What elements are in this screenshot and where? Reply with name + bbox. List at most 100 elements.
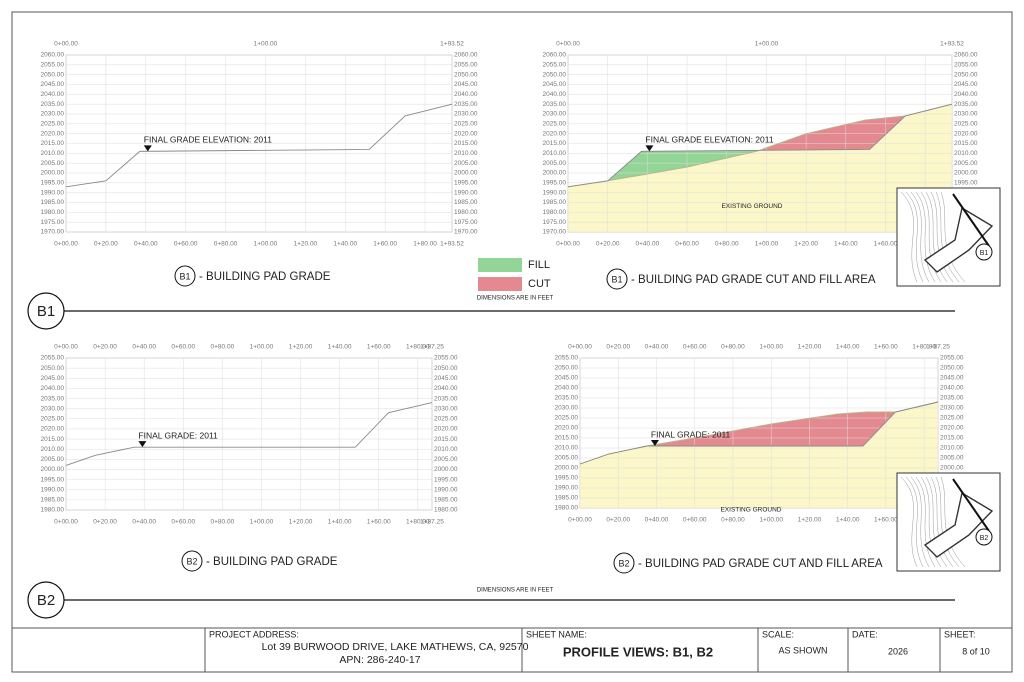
elevation-label: 2055.00 [555, 355, 579, 362]
elevation-label: 2010.00 [41, 150, 65, 157]
elevation-label: 2005.00 [41, 160, 65, 167]
station-label: 1+20.00 [289, 519, 313, 526]
scale: AS SHOWN [778, 645, 827, 655]
elevation-label: 1975.00 [41, 219, 65, 226]
profile-view: 2055.00 2055.00 2050.00 2050.00 2045.00 2045.… [555, 344, 1001, 574]
elevation-label: 2010.00 [454, 150, 478, 157]
caption-section: B2 [618, 558, 629, 568]
key-map [896, 187, 1001, 287]
elevation-label: 1990.00 [41, 189, 65, 196]
caption: - BUILDING PAD GRADE CUT AND FILL AREA [638, 558, 883, 570]
elevation-label: 2000.00 [940, 465, 964, 472]
elevation-label: 2015.00 [940, 435, 964, 442]
elevation-label: 1990.00 [434, 486, 458, 493]
grade-line [65, 103, 453, 188]
elevation-label: 2045.00 [434, 375, 458, 382]
elevation-label: 2050.00 [434, 365, 458, 372]
station-label: 1+80.00 [406, 344, 430, 351]
elevation-label: 2020.00 [454, 130, 478, 137]
scale-heading: SCALE: [762, 629, 794, 639]
elevation-label: 2055.00 [940, 355, 964, 362]
station-label: 1+80.00 [912, 344, 936, 351]
station-label: 1+20.00 [289, 344, 313, 351]
caption-circle [613, 552, 635, 574]
elevation-label: 2005.00 [940, 455, 964, 462]
elevation-label: 2060.00 [954, 52, 978, 59]
legend-label: CUT [528, 278, 551, 290]
station-label: 1+93.52 [940, 41, 964, 48]
station-label: 0+60.00 [683, 344, 707, 351]
station-label: 0+00.00 [556, 41, 580, 48]
elevation-label: 2045.00 [454, 81, 478, 88]
station-label: 1+87.25 [420, 519, 444, 526]
contour [930, 476, 954, 568]
station-label: 1+87.25 [926, 344, 950, 351]
station-label: 0+60.00 [174, 241, 198, 248]
grade-annotation: FINAL GRADE: 2011 [651, 429, 731, 439]
elevation-label: 1985.00 [454, 199, 478, 206]
elevation-label: 2030.00 [940, 405, 964, 412]
station-label: 1+20.00 [798, 344, 822, 351]
elevation-label: 2000.00 [543, 170, 567, 177]
station-label: 0+40.00 [645, 517, 669, 524]
sheet-number: 8 of 10 [962, 646, 990, 656]
elevation-label: 2020.00 [543, 130, 567, 137]
elevation-label: 1980.00 [543, 209, 567, 216]
grade-line [567, 103, 953, 188]
elevation-label: 2030.00 [954, 111, 978, 118]
elevation-label: 1980.00 [41, 507, 65, 514]
grade-marker [645, 145, 654, 152]
elevation-label: 1980.00 [434, 507, 458, 514]
station-label: 0+20.00 [93, 519, 117, 526]
elevation-label: 2040.00 [940, 385, 964, 392]
legend-swatch [478, 277, 522, 291]
elevation-label: 1985.00 [41, 497, 65, 504]
station-label: 0+40.00 [132, 344, 156, 351]
elevation-label: 2000.00 [555, 465, 579, 472]
key-circle [975, 243, 993, 261]
elevation-label: 1995.00 [41, 476, 65, 483]
station-label: 1+60.00 [874, 241, 898, 248]
elevation-label: 2040.00 [555, 385, 579, 392]
elevation-label: 2010.00 [543, 150, 567, 157]
elevation-label: 2055.00 [41, 355, 65, 362]
elevation-label: 2020.00 [940, 425, 964, 432]
station-label: 1+20.00 [798, 517, 822, 524]
station-label: 1+00.00 [755, 41, 779, 48]
elevation-label: 1980.00 [41, 209, 65, 216]
grade-marker [143, 145, 152, 152]
elevation-label: 2045.00 [954, 81, 978, 88]
station-label: 1+00.00 [254, 241, 278, 248]
station-label: 1+40.00 [328, 519, 352, 526]
station-label: 1+00.00 [250, 344, 274, 351]
station-label: 1+40.00 [328, 344, 352, 351]
station-label: 1+60.00 [874, 344, 898, 351]
elevation-label: 2040.00 [434, 385, 458, 392]
elevation-label: 2025.00 [940, 415, 964, 422]
elevation-label: 2060.00 [454, 52, 478, 59]
elevation-label: 2000.00 [41, 170, 65, 177]
elevation-label: 2020.00 [954, 130, 978, 137]
station-label: 0+00.00 [54, 344, 78, 351]
fill-area [568, 104, 952, 187]
elevation-label: 1970.00 [543, 229, 567, 236]
station-label: 1+80.00 [413, 241, 437, 248]
contour [905, 476, 924, 568]
elevation-label: 2045.00 [41, 375, 65, 382]
station-label: 0+60.00 [675, 241, 699, 248]
pad-outline [923, 206, 994, 273]
elevation-label: 2010.00 [940, 445, 964, 452]
contour [905, 191, 924, 283]
station-label: 1+60.00 [874, 517, 898, 524]
elevation-label: 2035.00 [454, 101, 478, 108]
elevation-label: 1985.00 [543, 199, 567, 206]
plot-area [65, 357, 433, 511]
profile-view: 2060.00 2060.00 2055.00 2055.00 2050.00 2050.… [543, 41, 1001, 290]
elevation-label: 2005.00 [454, 160, 478, 167]
cut-area [580, 402, 938, 464]
elevation-label: 2025.00 [954, 121, 978, 128]
elevation-label: 2020.00 [41, 426, 65, 433]
elevation-label: 2000.00 [954, 170, 978, 177]
ground-label: EXISTING GROUND [721, 203, 782, 210]
